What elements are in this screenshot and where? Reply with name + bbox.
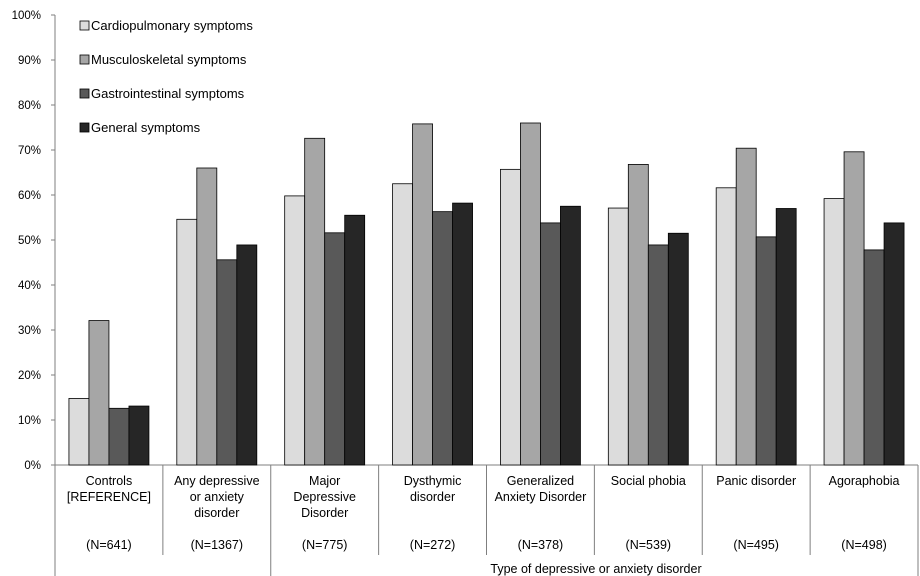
bar-cardiopulmonary-symptoms [176, 218, 198, 466]
bar-general-symptoms [128, 405, 150, 466]
category-label: Social phobia [611, 474, 686, 488]
category-label: Major [309, 474, 340, 488]
bar-musculoskeletal-symptoms [412, 123, 433, 466]
category-n-label: (N=539) [626, 538, 672, 552]
bar-general-symptoms [236, 244, 258, 466]
bar-musculoskeletal-symptoms [735, 147, 757, 466]
legend-label: Cardiopulmonary symptoms [91, 18, 253, 33]
category-label: Depressive [293, 490, 356, 504]
bar-gastrointestinal-symptoms [755, 236, 777, 466]
category-label: Dysthymic [404, 474, 462, 488]
legend-swatch [79, 122, 90, 133]
category-label: disorder [410, 490, 455, 504]
legend-label: General symptoms [91, 120, 201, 135]
legend-label: Musculoskeletal symptoms [91, 52, 247, 67]
bar-general-symptoms [344, 214, 366, 466]
bar-musculoskeletal-symptoms [843, 151, 865, 466]
legend-label: Gastrointestinal symptoms [91, 86, 245, 101]
y-tick-label: 0% [24, 460, 41, 472]
bar-cardiopulmonary-symptoms [607, 207, 629, 466]
bar-general-symptoms [452, 202, 473, 466]
bar-general-symptoms [667, 232, 689, 466]
y-tick-label: 70% [18, 145, 41, 157]
bar-musculoskeletal-symptoms [520, 122, 541, 466]
category-label: Anxiety Disorder [495, 490, 587, 504]
category-label: Disorder [301, 506, 348, 520]
bar-gastrointestinal-symptoms [863, 249, 885, 466]
category-label: or anxiety [190, 490, 245, 504]
category-label: Panic disorder [716, 474, 796, 488]
category-n-label: (N=1367) [191, 538, 243, 552]
x-axis-label: Type of depressive or anxiety disorder [490, 562, 701, 576]
bar-musculoskeletal-symptoms [304, 137, 326, 466]
category-label: disorder [194, 506, 239, 520]
chart-legend: Cardiopulmonary symptoms Musculoskeletal … [79, 18, 253, 135]
bar-cardiopulmonary-symptoms [392, 183, 413, 466]
bar-musculoskeletal-symptoms [196, 167, 218, 466]
bar-cardiopulmonary-symptoms [284, 195, 306, 466]
bar-musculoskeletal-symptoms [627, 163, 649, 466]
bar-gastrointestinal-symptoms [540, 222, 561, 466]
category-n-label: (N=495) [733, 538, 779, 552]
category-n-label: (N=272) [410, 538, 456, 552]
category-label: Any depressive [174, 474, 260, 488]
y-tick-label: 40% [18, 280, 41, 292]
bar-gastrointestinal-symptoms [108, 407, 130, 466]
chart-bars [68, 122, 905, 466]
bar-cardiopulmonary-symptoms [715, 187, 737, 466]
bar-cardiopulmonary-symptoms [823, 198, 845, 466]
legend-swatch [79, 88, 90, 99]
chart-axes: 0% 10% 20% 30% 40% 50% 60% 70% 80% 90% 100% [12, 10, 919, 576]
bar-gastrointestinal-symptoms [324, 232, 346, 466]
category-n-label: (N=378) [518, 538, 564, 552]
category-labels: Controls [REFERENCE] (N=641) Any depressive… [67, 474, 900, 552]
y-tick-label: 50% [18, 235, 41, 247]
category-label: Controls [86, 474, 133, 488]
bar-cardiopulmonary-symptoms [500, 168, 521, 466]
bar-musculoskeletal-symptoms [88, 320, 110, 466]
bar-gastrointestinal-symptoms [432, 211, 453, 466]
category-label: Agoraphobia [829, 474, 900, 488]
y-tick-label: 100% [12, 10, 41, 22]
legend-swatch [79, 54, 90, 65]
bar-general-symptoms [560, 205, 581, 466]
category-n-label: (N=498) [841, 538, 887, 552]
category-n-label: (N=641) [86, 538, 132, 552]
category-label: Generalized [507, 474, 574, 488]
y-tick-label: 90% [18, 55, 41, 67]
legend-swatch [79, 20, 90, 31]
bar-gastrointestinal-symptoms [647, 244, 669, 466]
bar-cardiopulmonary-symptoms [68, 397, 90, 466]
bar-general-symptoms [775, 208, 797, 466]
y-tick-label: 10% [18, 415, 41, 427]
y-tick-label: 80% [18, 100, 41, 112]
y-tick-label: 60% [18, 190, 41, 202]
bar-general-symptoms [883, 222, 905, 466]
y-tick-label: 20% [18, 370, 41, 382]
category-n-label: (N=775) [302, 538, 348, 552]
category-label: [REFERENCE] [67, 490, 151, 504]
bar-gastrointestinal-symptoms [216, 259, 238, 466]
y-tick-label: 30% [18, 325, 41, 337]
